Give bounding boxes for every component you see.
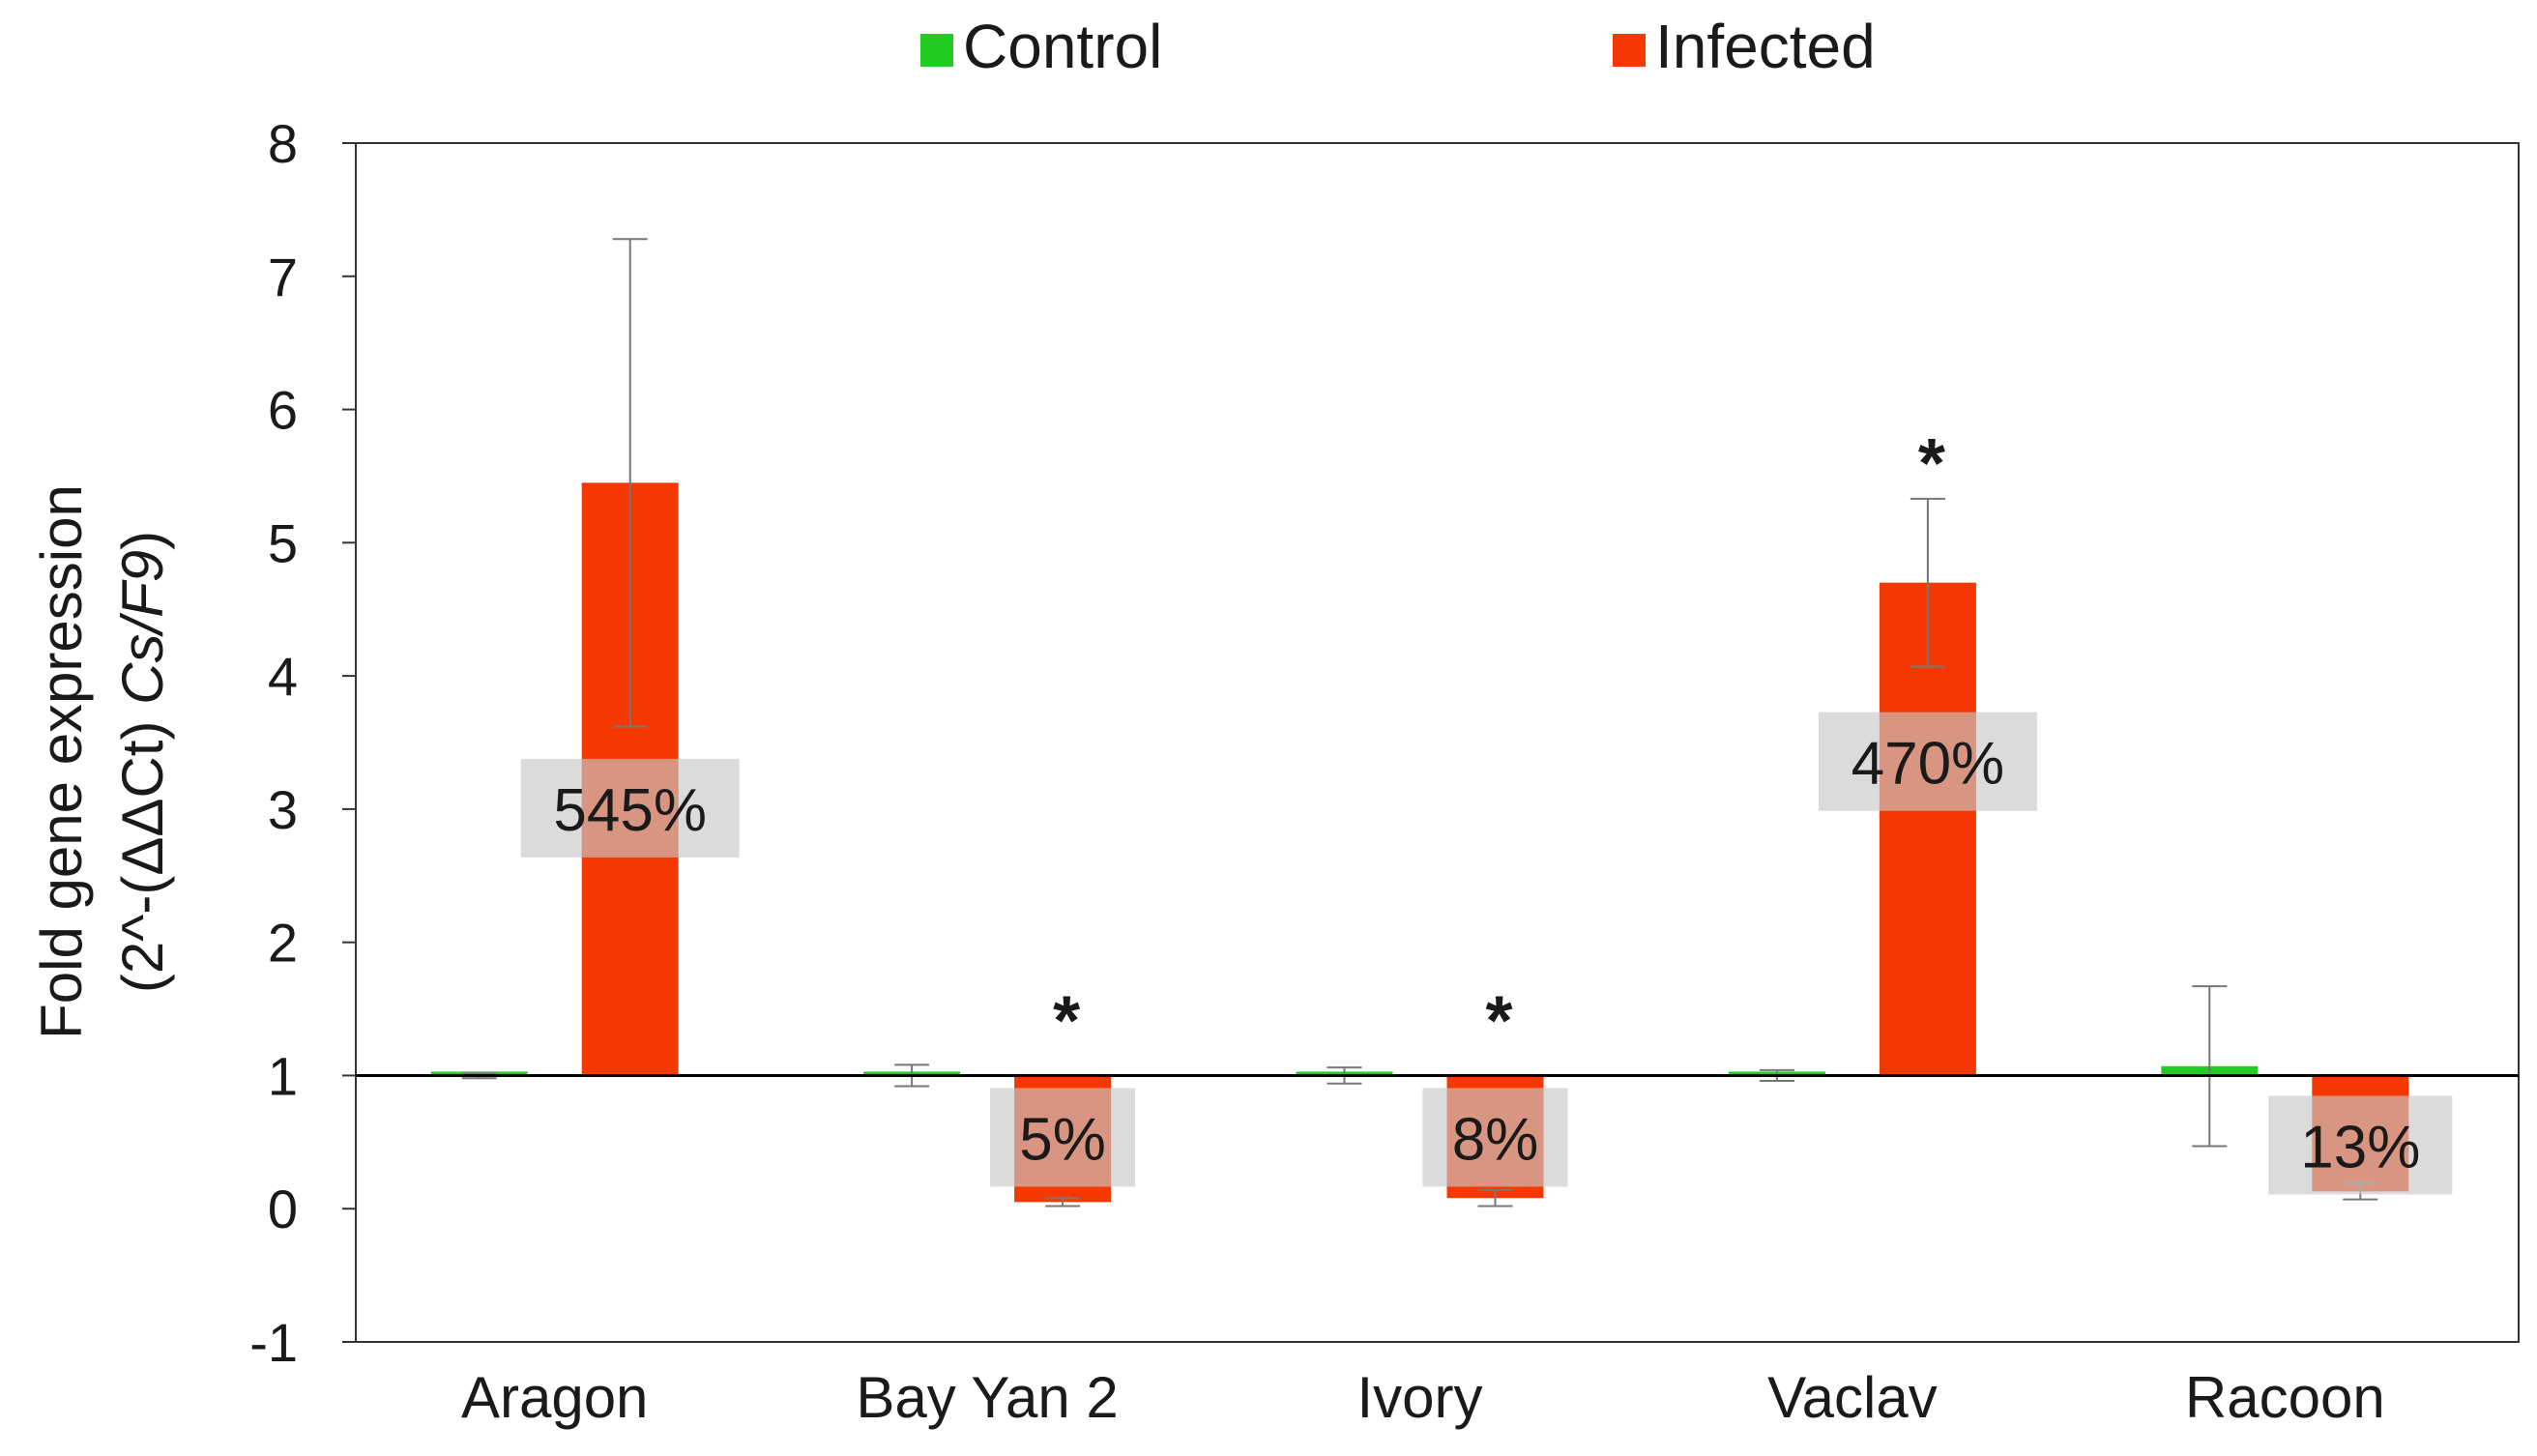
significance-star: * bbox=[1918, 425, 1945, 503]
y-tick-label: 0 bbox=[268, 1179, 298, 1239]
percent-label-box bbox=[990, 1088, 1136, 1187]
significance-star: * bbox=[1053, 982, 1080, 1060]
x-tick-label: Bay Yan 2 bbox=[856, 1365, 1118, 1430]
y-axis-label-prefix: (2^-(ΔΔCt) bbox=[110, 705, 175, 993]
y-tick-label: 7 bbox=[268, 247, 298, 307]
legend-swatch-infected bbox=[1613, 34, 1646, 67]
percent-label: 8% bbox=[1452, 1106, 1539, 1173]
y-axis-label-line1: Fold gene expression bbox=[29, 484, 94, 1039]
percent-label-box bbox=[1818, 712, 2037, 811]
y-tick-label: 8 bbox=[268, 113, 298, 174]
y-tick-label: 4 bbox=[268, 646, 298, 707]
y-axis-label-suffix: ) bbox=[110, 531, 175, 550]
significance-star: * bbox=[1485, 982, 1512, 1060]
percent-label: 545% bbox=[553, 777, 707, 844]
legend-label-control: Control bbox=[963, 12, 1162, 81]
y-axis-label: Fold gene expression (2^-(ΔΔCt) Cs/F9) bbox=[29, 484, 175, 1039]
legend-label-infected: Infected bbox=[1655, 12, 1876, 81]
x-tick-label: Racoon bbox=[2185, 1365, 2385, 1430]
y-tick-label: -1 bbox=[249, 1312, 298, 1373]
plot-area bbox=[355, 142, 2520, 1343]
percent-labels: 545% 5% 8% 470% 13% bbox=[520, 712, 2453, 1195]
x-tick-label: Aragon bbox=[461, 1365, 648, 1430]
percent-label-box bbox=[2268, 1095, 2453, 1195]
percent-label: 13% bbox=[2300, 1114, 2420, 1180]
y-tick-label: 1 bbox=[268, 1045, 298, 1106]
percent-label: 5% bbox=[1019, 1106, 1106, 1173]
y-tick-label: 6 bbox=[268, 380, 298, 441]
y-tick-label: 3 bbox=[268, 779, 298, 840]
y-axis-label-line2: (2^-(ΔΔCt) Cs/F9) bbox=[110, 531, 175, 993]
y-tick-label: 5 bbox=[268, 512, 298, 573]
y-axis-ticks: -1 0 1 2 3 4 5 6 7 8 bbox=[249, 113, 356, 1373]
y-axis-label-italic: Cs/F9 bbox=[110, 550, 175, 705]
error-bars bbox=[461, 238, 2378, 1208]
legend: Control Infected bbox=[920, 12, 1876, 81]
y-tick-label: 2 bbox=[268, 913, 298, 974]
x-tick-label: Vaclav bbox=[1767, 1365, 1938, 1430]
percent-label-box bbox=[520, 758, 740, 858]
significance-markers: * * * bbox=[1053, 425, 1945, 1061]
percent-label: 470% bbox=[1852, 731, 2005, 798]
legend-swatch-control bbox=[920, 34, 953, 67]
x-axis-ticks: Aragon Bay Yan 2 Ivory Vaclav Racoon bbox=[461, 1365, 2385, 1430]
x-tick-label: Ivory bbox=[1356, 1365, 1482, 1430]
percent-label-box bbox=[1422, 1088, 1568, 1187]
